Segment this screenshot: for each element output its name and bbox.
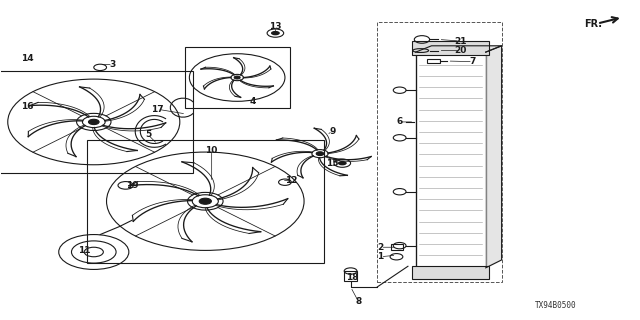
- Text: 11: 11: [78, 246, 90, 255]
- Bar: [184, 47, 290, 108]
- Text: 7: 7: [470, 57, 476, 66]
- Text: 5: 5: [145, 130, 151, 139]
- Bar: [344, 271, 357, 281]
- Bar: [415, 52, 486, 268]
- Text: 19: 19: [125, 181, 138, 190]
- Text: 16: 16: [20, 101, 33, 111]
- Circle shape: [199, 198, 211, 204]
- Text: 1: 1: [378, 252, 383, 261]
- Circle shape: [271, 31, 280, 35]
- Text: TX94B0500: TX94B0500: [535, 301, 577, 310]
- Polygon shape: [415, 46, 502, 52]
- Bar: [412, 41, 489, 55]
- Text: 14: 14: [20, 54, 33, 63]
- Text: 8: 8: [355, 297, 362, 306]
- Bar: [0, 70, 193, 173]
- Bar: [392, 244, 403, 251]
- Circle shape: [316, 152, 324, 156]
- Text: 18: 18: [346, 273, 358, 282]
- Text: 13: 13: [269, 22, 282, 31]
- Circle shape: [234, 76, 240, 79]
- Circle shape: [88, 119, 99, 124]
- Text: 12: 12: [285, 176, 298, 185]
- Bar: [378, 22, 502, 282]
- Text: 10: 10: [205, 146, 218, 155]
- Bar: [427, 59, 440, 63]
- Bar: [87, 140, 324, 263]
- Text: 15: 15: [326, 159, 339, 168]
- Text: 6: 6: [397, 117, 403, 126]
- Text: 3: 3: [110, 60, 116, 69]
- Text: 9: 9: [330, 127, 336, 136]
- Text: 4: 4: [250, 97, 256, 106]
- Polygon shape: [486, 46, 502, 268]
- Text: 17: 17: [151, 105, 164, 114]
- Text: 20: 20: [454, 46, 467, 55]
- Circle shape: [338, 161, 347, 165]
- Text: FR.: FR.: [584, 19, 602, 28]
- Text: 21: 21: [454, 36, 467, 45]
- Bar: [412, 266, 489, 279]
- Text: 2: 2: [378, 243, 383, 252]
